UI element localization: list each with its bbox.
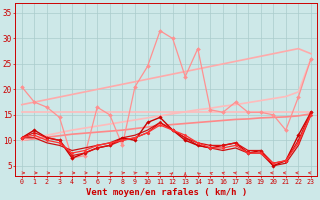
X-axis label: Vent moyen/en rafales ( km/h ): Vent moyen/en rafales ( km/h ) (86, 188, 247, 197)
